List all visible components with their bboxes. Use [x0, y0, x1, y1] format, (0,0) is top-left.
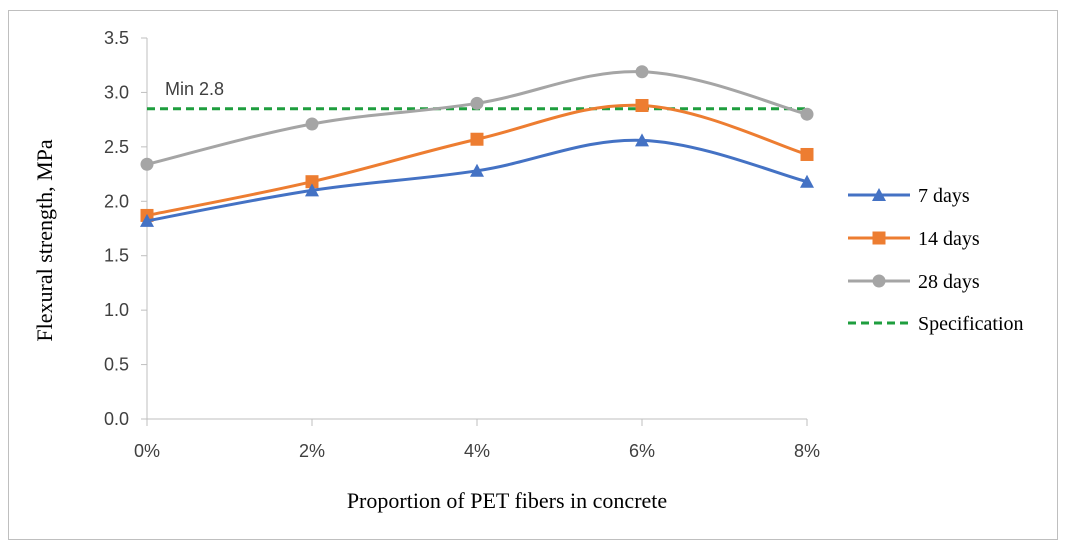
legend-label-28-days: 28 days [918, 271, 980, 293]
series-line-7-days [146, 138, 808, 223]
y-tick-label: 2.5 [104, 137, 129, 157]
y-axis: 0.0 0.5 1.0 1.5 2.0 2.5 3.0 3.5 [104, 28, 148, 429]
data-point-28-days [140, 157, 154, 171]
data-point-7-days [305, 183, 319, 197]
x-tick-label: 8% [794, 441, 820, 461]
data-point-14-days [635, 98, 649, 112]
x-axis-title: Proportion of PET fibers in concrete [347, 488, 667, 513]
y-tick-label: 0.0 [104, 409, 129, 429]
data-point-28-days [635, 65, 649, 79]
data-point-7-days [635, 133, 649, 147]
y-tick-label: 1.0 [104, 300, 129, 320]
legend-marker-14-days [872, 231, 886, 245]
y-tick-label: 3.5 [104, 28, 129, 48]
y-tick-label: 2.0 [104, 191, 129, 211]
legend-label-7-days: 7 days [918, 185, 970, 207]
y-tick-label: 0.5 [104, 355, 129, 375]
data-point-28-days [800, 107, 814, 121]
x-tick-label: 4% [464, 441, 490, 461]
legend: 7 days 14 days 28 days Specification [848, 185, 1024, 335]
data-point-28-days [305, 117, 319, 131]
series-line-14-days [146, 103, 808, 217]
data-point-7-days [800, 174, 814, 188]
x-tick-label: 2% [299, 441, 325, 461]
data-point-7-days [470, 163, 484, 177]
y-axis-title: Flexural strength, MPa [32, 139, 57, 341]
data-point-7-days [140, 213, 154, 227]
legend-label-14-days: 14 days [918, 228, 980, 250]
y-tick-label: 1.5 [104, 246, 129, 266]
legend-marker-28-days [872, 274, 886, 288]
x-tick-label: 6% [629, 441, 655, 461]
data-point-14-days [305, 175, 319, 189]
data-point-28-days [470, 96, 484, 110]
data-point-14-days [470, 132, 484, 146]
legend-label-specification: Specification [918, 313, 1024, 335]
chart-frame [8, 10, 1058, 540]
x-tick-label: 0% [134, 441, 160, 461]
y-tick-label: 3.0 [104, 82, 129, 102]
data-point-14-days [800, 147, 814, 161]
x-axis: 0% 2% 4% 6% 8% [134, 418, 820, 461]
legend-marker-7-days [872, 188, 886, 201]
annotation-min: Min 2.8 [165, 79, 224, 99]
series-group [140, 65, 814, 227]
